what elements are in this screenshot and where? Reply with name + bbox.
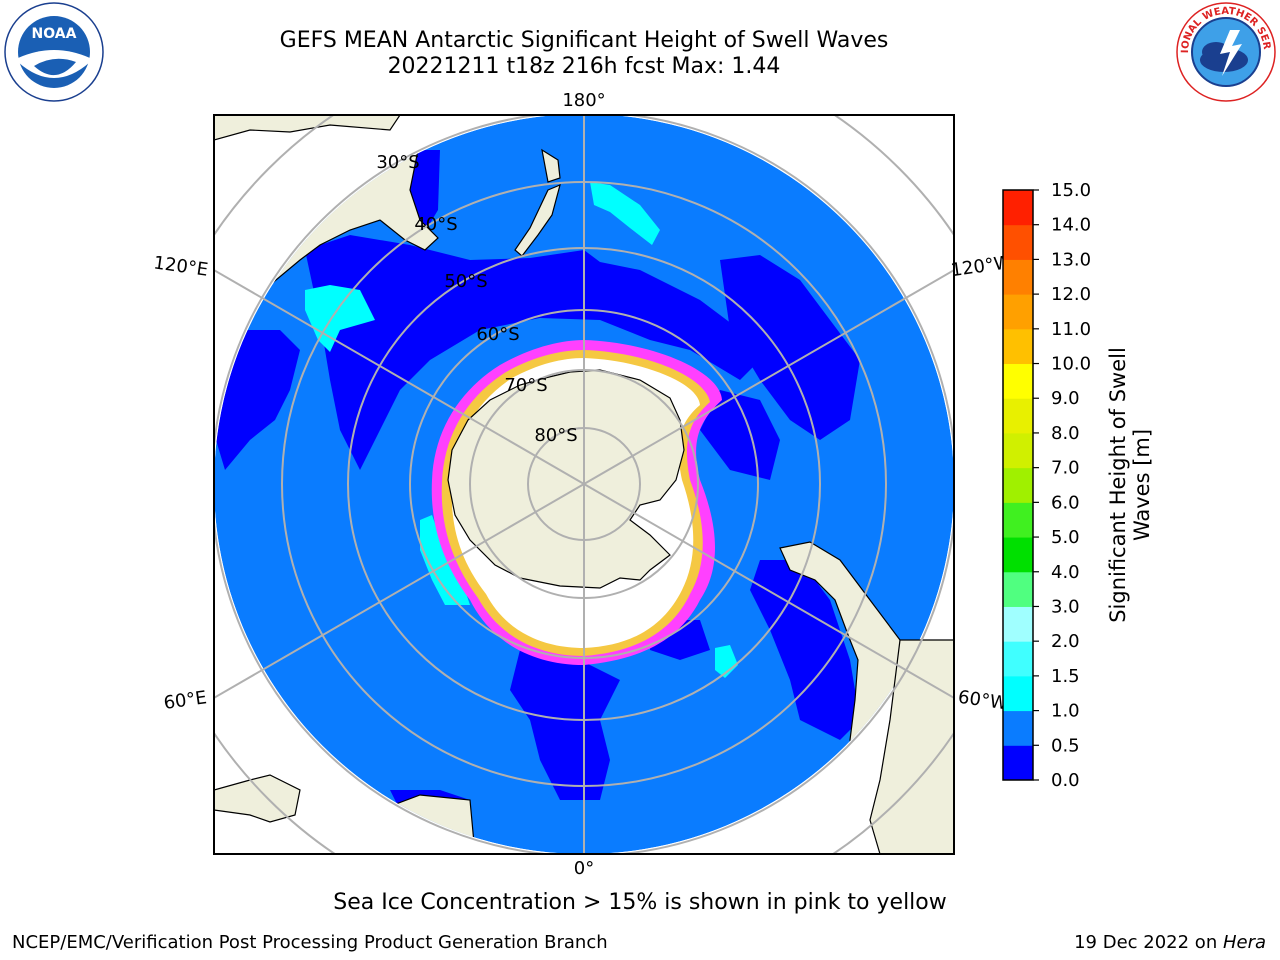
colorbar-tick-label: 0.0	[1051, 770, 1080, 791]
colorbar-tick-label: 1.0	[1051, 701, 1080, 722]
colorbar-bin	[1003, 606, 1033, 642]
colorbar-bin	[1003, 432, 1033, 469]
colorbar-tick-label: 12.0	[1051, 284, 1091, 305]
colorbar-tick-label: 4.0	[1051, 562, 1080, 583]
parallel-label-30s: 30°S	[376, 152, 419, 173]
footer-credit: NCEP/EMC/Verification Post Processing Pr…	[12, 932, 608, 953]
colorbar-bin	[1003, 502, 1033, 538]
colorbar-tick-label: 13.0	[1051, 249, 1091, 270]
parallel-label-70s: 70°S	[504, 375, 547, 396]
meridian-label-60e: 60°E	[162, 687, 208, 714]
parallel-label-40s: 40°S	[414, 214, 457, 235]
noaa-logo-icon: NOAA	[4, 2, 104, 102]
chart-title: GEFS MEAN Antarctic Significant Height o…	[279, 28, 889, 53]
colorbar-bin	[1003, 467, 1033, 503]
new-zealand-landmass	[514, 148, 561, 257]
meridian-label-60w: 60°W	[957, 687, 1009, 715]
colorbar-bin	[1003, 224, 1033, 260]
corner-land	[214, 115, 954, 854]
colorbar-bin	[1003, 675, 1033, 712]
parallel-label-80s: 80°S	[534, 425, 577, 446]
low-swell-regions	[216, 150, 860, 810]
colorbar-title: Significant Height of Swell Waves [m]	[1106, 347, 1154, 623]
colorbar-tick-label: 6.0	[1051, 492, 1080, 513]
colorbar-bin	[1003, 537, 1033, 573]
colorbar-bin	[1003, 745, 1033, 781]
colorbar-bin	[1003, 710, 1033, 746]
colorbar-tick-label: 14.0	[1051, 215, 1091, 236]
footer-date: 19 Dec 2022 on Hera	[1074, 932, 1266, 953]
antarctica-landmass	[447, 369, 685, 589]
colorbar-tick-label: 2.0	[1051, 631, 1080, 652]
colorbar-bin	[1003, 641, 1033, 677]
map-frame	[213, 114, 955, 855]
meridian-label-180: 180°	[562, 90, 605, 111]
colorbar-tick-label: 0.5	[1051, 735, 1080, 756]
colorbar-tick-label: 9.0	[1051, 388, 1080, 409]
colorbar-tick-label: 1.5	[1051, 666, 1080, 687]
colorbar-tick-label: 7.0	[1051, 458, 1080, 479]
colorbar-bin	[1003, 328, 1033, 365]
colorbar-tick-label: 3.0	[1051, 596, 1080, 617]
footer-host: Hera	[1222, 932, 1266, 953]
nws-logo-icon: NATIONAL WEATHER SERVICE	[1176, 2, 1276, 102]
colorbar-tick-label: 15.0	[1051, 180, 1091, 201]
colorbar-bin	[1003, 363, 1033, 399]
colorbar-tick-label: 8.0	[1051, 423, 1080, 444]
colorbar-bin	[1003, 259, 1033, 295]
colorbar: 0.0 0.5 1.0 1.5 2.0 3.0 4.0 5.0 6.0 7.0 8.0 9.0 10.0…	[1002, 180, 1091, 791]
meridians-graticule	[214, 115, 954, 854]
colorbar-frame	[1002, 189, 1034, 781]
colorbar-tick-label: 5.0	[1051, 527, 1080, 548]
colorbar-bin	[1003, 190, 1033, 226]
colorbar-bin	[1003, 294, 1033, 330]
parallel-label-50s: 50°S	[444, 271, 487, 292]
parallel-label-60s: 60°S	[476, 324, 519, 345]
sea-ice-caption: Sea Ice Concentration > 15% is shown in …	[333, 890, 947, 915]
colorbar-bin	[1003, 571, 1033, 607]
colorbar-tick-label: 10.0	[1051, 354, 1091, 375]
colorbar-bin	[1003, 398, 1033, 434]
moderate-swell-patches	[305, 182, 738, 678]
colorbar-tick-label: 11.0	[1051, 319, 1091, 340]
meridian-label-0: 0°	[574, 858, 594, 879]
svg-text:NOAA: NOAA	[32, 26, 77, 42]
meridian-label-120e: 120°E	[152, 252, 209, 280]
chart-subtitle: 20221211 t18z 216h fcst Max: 1.44	[387, 54, 781, 79]
